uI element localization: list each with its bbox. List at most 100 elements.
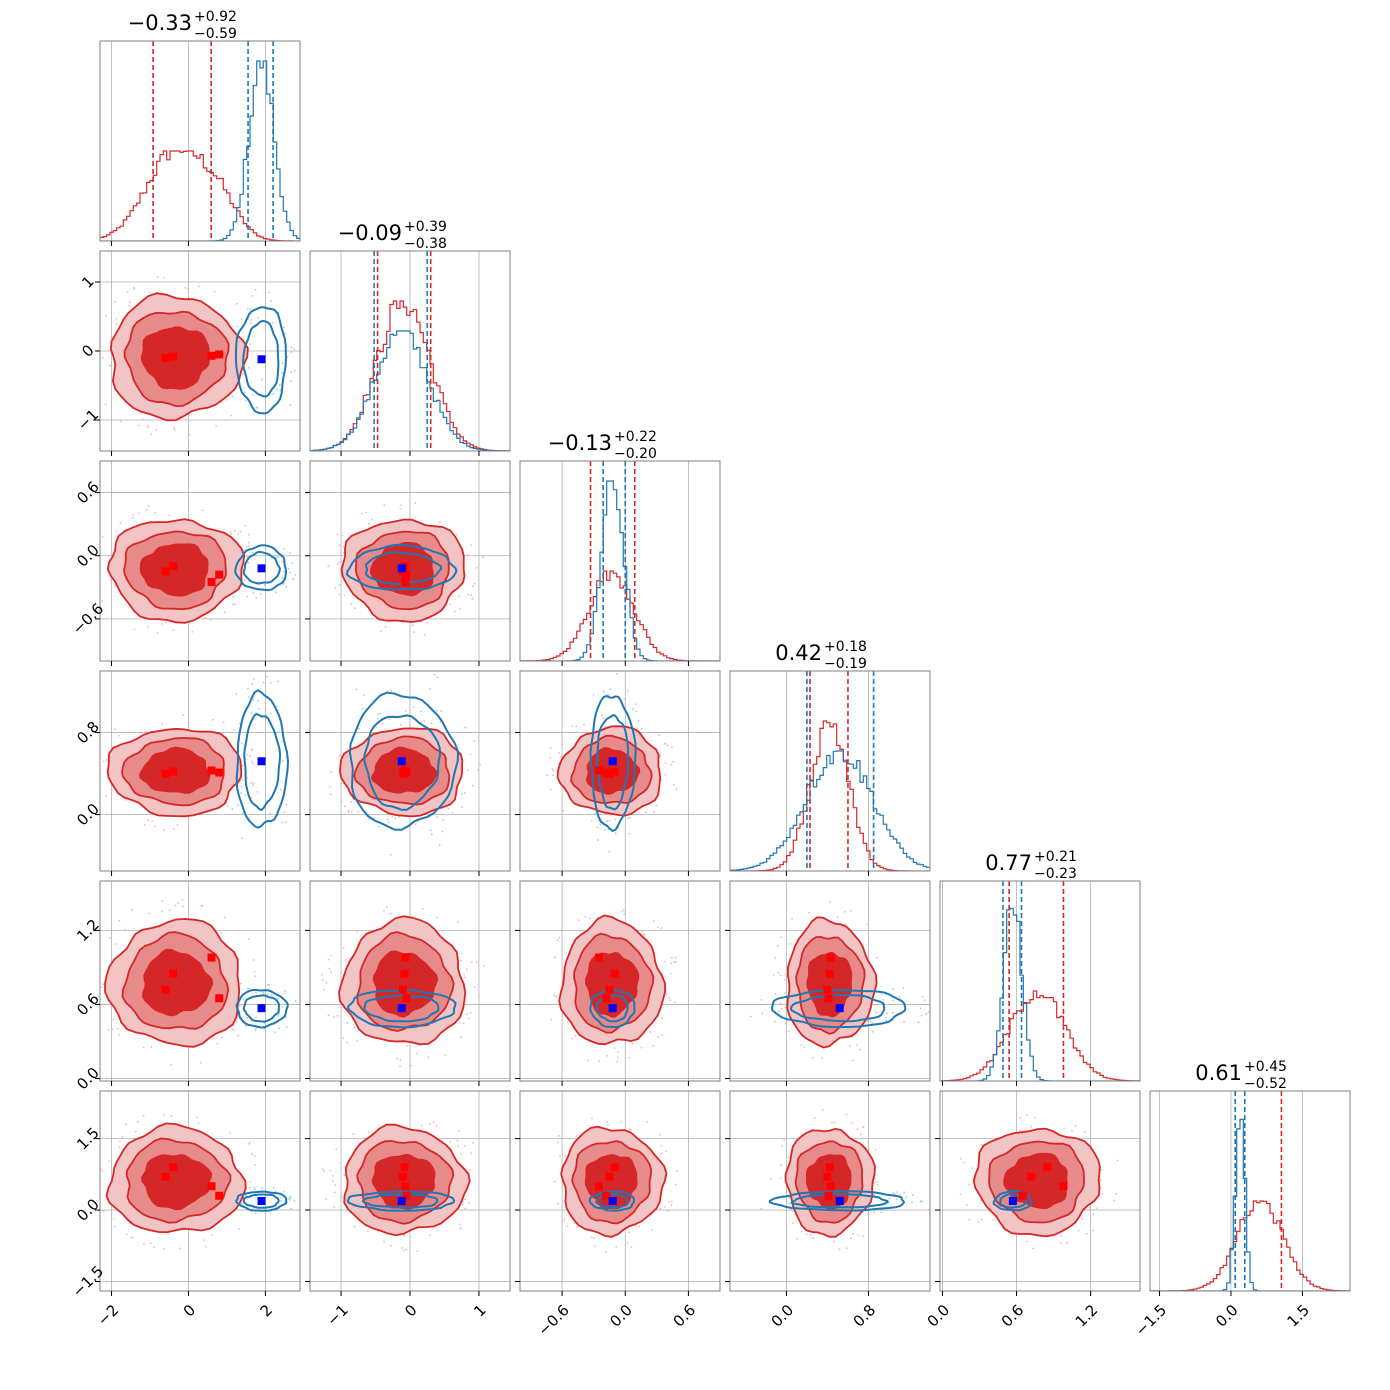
scatter-blue-3-1-33 — [413, 705, 415, 708]
scatter-red-5-1-7 — [389, 1244, 392, 1247]
scatter-blue-5-3-17 — [896, 1191, 898, 1194]
scatter-red-4-2-6 — [652, 919, 655, 922]
scatter-red-4-2-55 — [640, 1046, 643, 1049]
scatter-red-5-2-21 — [591, 1117, 593, 1120]
scatter-red-5-0-69 — [210, 1234, 213, 1237]
histogram-red-4 — [940, 990, 1140, 1081]
scatter-red-1-0-67 — [187, 287, 189, 290]
scatter-blue-5-0-30 — [269, 1211, 272, 1214]
scatter-red-2-0-74 — [247, 545, 250, 548]
scatter-blue-4-0-27 — [270, 993, 273, 996]
scatter-red-2-0-5 — [101, 599, 104, 602]
title-plus-0: +0.92 — [194, 9, 237, 25]
scatter-blue-3-1-7 — [387, 821, 390, 824]
scatter-blue-2-0-16 — [243, 579, 246, 582]
scatter-red-4-1-23 — [410, 1064, 413, 1067]
title-minus-4: −0.23 — [1034, 866, 1077, 882]
marker-red-3-2-2 — [594, 766, 603, 775]
scatter-red-2-0-8 — [146, 625, 149, 628]
scatter-red-3-2-52 — [597, 819, 600, 822]
marker-blue-3-1-0 — [397, 757, 406, 766]
scatter-red-5-4-83 — [963, 1161, 966, 1164]
scatter-red-5-1-51 — [329, 1169, 332, 1172]
panel-2-2 — [519, 460, 721, 666]
marker-red-5-3-2 — [826, 1182, 835, 1191]
scatter-red-4-0-32 — [181, 898, 184, 901]
scatter-red-5-1-55 — [334, 1183, 337, 1186]
scatter-blue-4-1-35 — [327, 1014, 330, 1017]
marker-blue-5-0-0 — [257, 1197, 266, 1205]
scatter-red-5-0-20 — [118, 1146, 121, 1149]
scatter-red-5-3-13 — [787, 1156, 790, 1159]
scatter-red-1-0-29 — [98, 316, 100, 318]
scatter-blue-3-1-1 — [355, 688, 358, 691]
marker-red-5-4-1 — [1043, 1163, 1052, 1172]
scatter-red-5-2-30 — [670, 1200, 673, 1203]
scatter-red-4-2-35 — [663, 960, 666, 963]
contour-blue-outer-2-1 — [345, 543, 458, 591]
scatter-red-3-2-68 — [561, 743, 564, 746]
scatter-red-3-2-23 — [645, 811, 647, 814]
scatter-red-1-0-9 — [142, 418, 145, 421]
scatter-red-4-3-71 — [772, 974, 775, 976]
scatter-red-2-1-67 — [455, 533, 458, 536]
scatter-blue-3-1-30 — [376, 717, 379, 720]
panel-4-1 — [305, 880, 511, 1086]
scatter-red-3-2-15 — [672, 760, 674, 763]
scatter-red-5-3-85 — [866, 1141, 869, 1144]
panel-5-3 — [725, 1090, 931, 1296]
x-tick-label-5-2: 1.5 — [1284, 1301, 1314, 1331]
scatter-red-4-0-57 — [161, 899, 164, 902]
marker-red-1-0-3 — [215, 350, 224, 359]
scatter-blue-4-0-39 — [247, 987, 250, 990]
scatter-blue-4-3-34 — [886, 1012, 888, 1015]
scatter-red-4-1-78 — [478, 995, 481, 997]
scatter-red-5-4-63 — [1066, 1241, 1069, 1244]
scatter-red-5-2-79 — [605, 1251, 607, 1254]
scatter-red-3-2-71 — [666, 744, 669, 747]
scatter-red-1-0-56 — [115, 317, 118, 320]
scatter-blue-1-0-38 — [249, 308, 252, 311]
scatter-red-5-1-63 — [352, 1133, 355, 1135]
scatter-blue-1-0-39 — [281, 362, 284, 364]
scatter-blue-2-0-3 — [291, 562, 294, 565]
scatter-red-5-4-2 — [992, 1219, 995, 1222]
scatter-blue-3-0-5 — [236, 804, 239, 806]
scatter-red-2-0-50 — [229, 530, 232, 533]
scatter-red-3-0-84 — [251, 760, 253, 763]
x-tick-label-0-1: 0 — [180, 1301, 199, 1320]
scatter-red-2-0-44 — [209, 618, 212, 621]
scatter-red-3-1-67 — [373, 817, 375, 819]
marker-red-5-0-1 — [169, 1163, 178, 1172]
scatter-red-5-0-38 — [238, 1228, 240, 1230]
scatter-blue-4-1-15 — [458, 1022, 461, 1024]
marker-blue-5-1-0 — [397, 1197, 406, 1205]
scatter-red-5-1-26 — [469, 1169, 471, 1172]
panel-3-1 — [305, 670, 511, 876]
scatter-red-5-3-22 — [852, 1232, 855, 1235]
scatter-red-4-1-62 — [463, 973, 466, 976]
scatter-red-4-2-72 — [617, 1051, 620, 1054]
scatter-red-5-4-50 — [1025, 1114, 1028, 1117]
scatter-red-2-0-4 — [101, 536, 104, 538]
scatter-red-5-4-70 — [1100, 1168, 1103, 1171]
scatter-red-3-2-82 — [551, 767, 554, 770]
scatter-red-5-1-65 — [470, 1152, 472, 1155]
scatter-red-2-0-64 — [172, 629, 175, 632]
marker-red-2-0-2 — [207, 578, 216, 587]
scatter-red-3-2-26 — [596, 826, 599, 829]
scatter-red-5-0-57 — [152, 1246, 155, 1249]
contour-blue-inner-4-0 — [242, 994, 281, 1023]
scatter-red-2-0-6 — [246, 595, 249, 598]
scatter-red-3-2-64 — [671, 746, 673, 749]
scatter-red-2-1-88 — [466, 553, 469, 556]
scatter-red-2-0-22 — [230, 533, 232, 536]
scatter-red-5-0-58 — [119, 1140, 121, 1143]
scatter-red-2-0-89 — [168, 514, 171, 517]
contour-blue-inner-5-2 — [595, 1192, 629, 1209]
scatter-red-5-2-25 — [659, 1207, 662, 1210]
scatter-red-5-0-50 — [249, 1181, 252, 1184]
scatter-red-5-0-1 — [142, 1114, 145, 1117]
scatter-blue-3-0-31 — [252, 678, 255, 680]
panel-4-4 — [939, 880, 1141, 1086]
